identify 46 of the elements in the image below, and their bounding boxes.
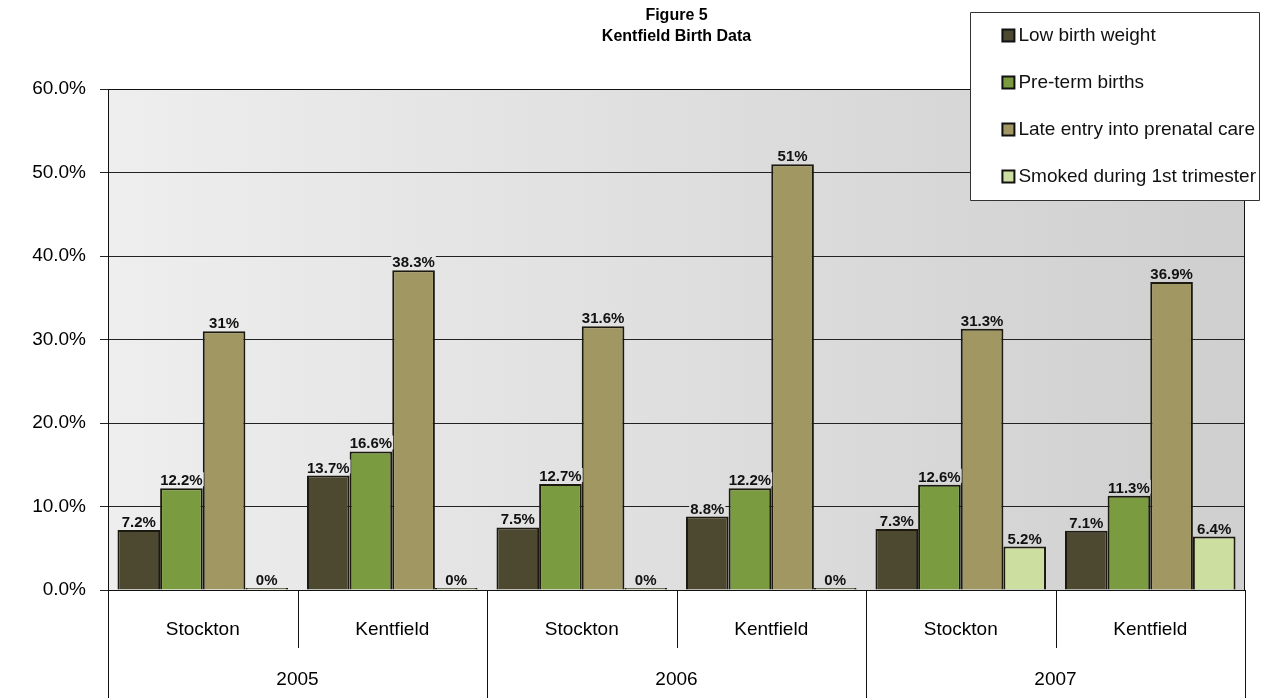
- data-label: 0%: [824, 571, 847, 588]
- data-label: 16.6%: [349, 434, 393, 452]
- data-label: 36.9%: [1150, 264, 1193, 282]
- data-label: 31.3%: [960, 311, 1004, 329]
- chart-subtitle: Kentfield Birth Data: [601, 27, 752, 45]
- data-label: 8.8%: [690, 499, 725, 517]
- x-tick-label: Kentfield: [1113, 617, 1188, 639]
- data-label: 7.1%: [1069, 513, 1104, 531]
- data-label: 0%: [634, 571, 657, 588]
- legend-label: Pre-term births: [1018, 70, 1145, 92]
- data-label: 7.2%: [121, 512, 156, 530]
- data-label: 31.6%: [581, 309, 625, 327]
- text: 2005: [276, 668, 319, 690]
- legend-label: Smoked during 1st trimester: [1018, 164, 1257, 186]
- y-tick-label: 60.0%: [32, 77, 87, 99]
- x-tick-label: Kentfield: [734, 617, 809, 639]
- y-tick-label: 30.0%: [32, 327, 87, 349]
- data-label: 12.7%: [539, 466, 582, 484]
- data-label: 12.2%: [160, 471, 203, 489]
- chart-title: Figure 5: [645, 6, 708, 24]
- data-label: 13.7%: [307, 458, 350, 476]
- x-tick-label: Stockton: [165, 617, 240, 639]
- y-tick-label: 40.0%: [32, 244, 87, 266]
- data-label: 0%: [445, 571, 468, 588]
- text: 2006: [655, 668, 698, 690]
- data-label: 38.3%: [392, 253, 435, 271]
- data-label: 11.3%: [1108, 478, 1150, 496]
- legend-label: Late entry into prenatal care: [1018, 117, 1255, 139]
- legend-label: Low birth weight: [1018, 23, 1157, 45]
- text: 2007: [1034, 668, 1077, 690]
- y-tick-label: 50.0%: [32, 160, 87, 182]
- data-label: 7.3%: [879, 512, 914, 530]
- data-label: 51%: [777, 147, 808, 165]
- data-label: 31%: [209, 314, 240, 332]
- data-label: 7.5%: [500, 510, 535, 528]
- y-tick-label: 10.0%: [32, 494, 87, 516]
- x-tick-label: Stockton: [923, 617, 998, 639]
- data-label: 5.2%: [1007, 529, 1042, 547]
- x-tick-label: Kentfield: [355, 617, 430, 639]
- data-label: 12.6%: [918, 467, 961, 485]
- y-tick-label: 20.0%: [32, 411, 87, 433]
- y-tick-label: 0.0%: [42, 578, 87, 600]
- data-label: 6.4%: [1197, 519, 1232, 537]
- data-label: 0%: [255, 571, 278, 588]
- x-tick-label: Stockton: [544, 617, 619, 639]
- data-label: 12.2%: [728, 471, 772, 489]
